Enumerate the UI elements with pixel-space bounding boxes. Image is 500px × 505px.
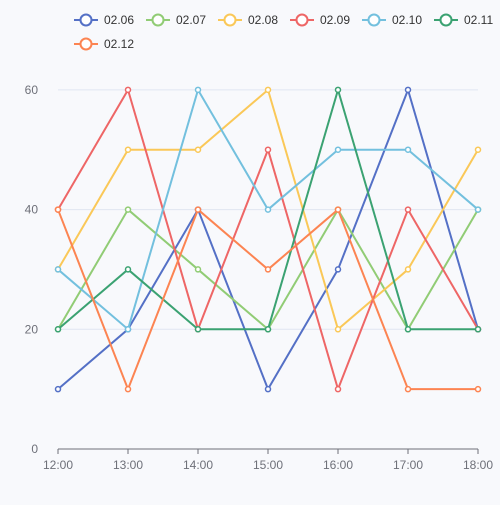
x-tick-label: 13:00	[113, 458, 143, 472]
data-point[interactable]	[194, 206, 202, 213]
data-point[interactable]	[194, 266, 202, 273]
legend-label: 02.06	[104, 13, 134, 27]
legend-item[interactable]: 02.12	[74, 37, 134, 51]
legend-marker-icon	[79, 13, 93, 27]
series-02.10[interactable]	[54, 86, 482, 333]
data-point[interactable]	[264, 326, 272, 333]
series-line[interactable]	[57, 88, 479, 391]
legend-item[interactable]: 02.08	[218, 13, 278, 27]
legend-item[interactable]: 02.10	[362, 13, 422, 27]
data-point[interactable]	[404, 146, 412, 153]
data-point[interactable]	[404, 385, 412, 393]
legend-label: 02.08	[248, 13, 278, 27]
legend-label: 02.10	[392, 13, 422, 27]
data-point[interactable]	[124, 266, 132, 273]
data-point[interactable]	[474, 326, 482, 333]
data-point[interactable]	[334, 146, 342, 153]
axis-layer: 0 20 40 60 12:00 13:00 14:00 15:00 16:00 17:00 18:…	[25, 83, 494, 472]
legend-marker-icon	[295, 13, 309, 27]
data-point[interactable]	[124, 326, 132, 333]
x-tick-label: 18:00	[463, 458, 493, 472]
data-point[interactable]	[474, 146, 482, 153]
x-tick-label: 17:00	[393, 458, 423, 472]
data-point[interactable]	[404, 206, 412, 213]
data-point[interactable]	[404, 266, 412, 273]
data-point[interactable]	[124, 206, 132, 213]
data-point[interactable]	[54, 206, 62, 213]
series-02.12[interactable]	[54, 206, 482, 393]
data-point[interactable]	[334, 206, 342, 213]
legend-label: 02.07	[176, 13, 206, 27]
legend-marker-icon	[367, 13, 381, 27]
legend-label: 02.12	[104, 37, 134, 51]
data-point[interactable]	[54, 266, 62, 273]
y-tick-label: 40	[25, 203, 39, 217]
series-line[interactable]	[57, 88, 479, 391]
x-tick-label: 12:00	[43, 458, 73, 472]
y-tick-label: 0	[31, 442, 38, 456]
y-tick-label: 20	[25, 322, 39, 336]
data-point[interactable]	[264, 266, 272, 273]
series-02.09[interactable]	[54, 86, 482, 393]
data-point[interactable]	[334, 266, 342, 273]
series-02.11[interactable]	[54, 86, 482, 333]
data-point[interactable]	[124, 146, 132, 153]
legend-marker-icon	[151, 13, 165, 27]
y-tick-label: 60	[25, 83, 39, 97]
legend-label: 02.09	[320, 13, 350, 27]
legend-marker-icon	[223, 13, 237, 27]
series-02.06[interactable]	[54, 86, 482, 393]
data-point[interactable]	[194, 86, 202, 94]
data-point[interactable]	[264, 146, 272, 153]
data-point[interactable]	[334, 385, 342, 393]
data-point[interactable]	[264, 86, 272, 94]
legend-item[interactable]: 02.06	[74, 13, 134, 27]
x-tick-label: 16:00	[323, 458, 353, 472]
data-point[interactable]	[404, 86, 412, 94]
data-point[interactable]	[474, 206, 482, 213]
data-point[interactable]	[54, 385, 62, 393]
data-point[interactable]	[264, 206, 272, 213]
series-layer	[54, 86, 482, 393]
data-point[interactable]	[194, 146, 202, 153]
legend-marker-icon	[79, 37, 93, 51]
data-point[interactable]	[124, 86, 132, 94]
data-point[interactable]	[54, 326, 62, 333]
legend[interactable]: 02.06 02.07 02.08 02.09 02.10 02.11 02.12	[74, 13, 493, 51]
legend-label: 02.11	[464, 13, 493, 27]
data-point[interactable]	[334, 326, 342, 333]
x-tick-label: 15:00	[253, 458, 283, 472]
data-point[interactable]	[474, 385, 482, 393]
legend-item[interactable]: 02.07	[146, 13, 206, 27]
legend-marker-icon	[439, 13, 453, 27]
data-point[interactable]	[124, 385, 132, 393]
series-line[interactable]	[57, 208, 478, 391]
legend-item[interactable]: 02.09	[290, 13, 350, 27]
data-point[interactable]	[334, 86, 342, 94]
data-point[interactable]	[264, 385, 272, 393]
data-point[interactable]	[404, 326, 412, 333]
legend-item[interactable]: 02.11	[434, 13, 493, 27]
data-point[interactable]	[194, 326, 202, 333]
x-tick-label: 14:00	[183, 458, 213, 472]
